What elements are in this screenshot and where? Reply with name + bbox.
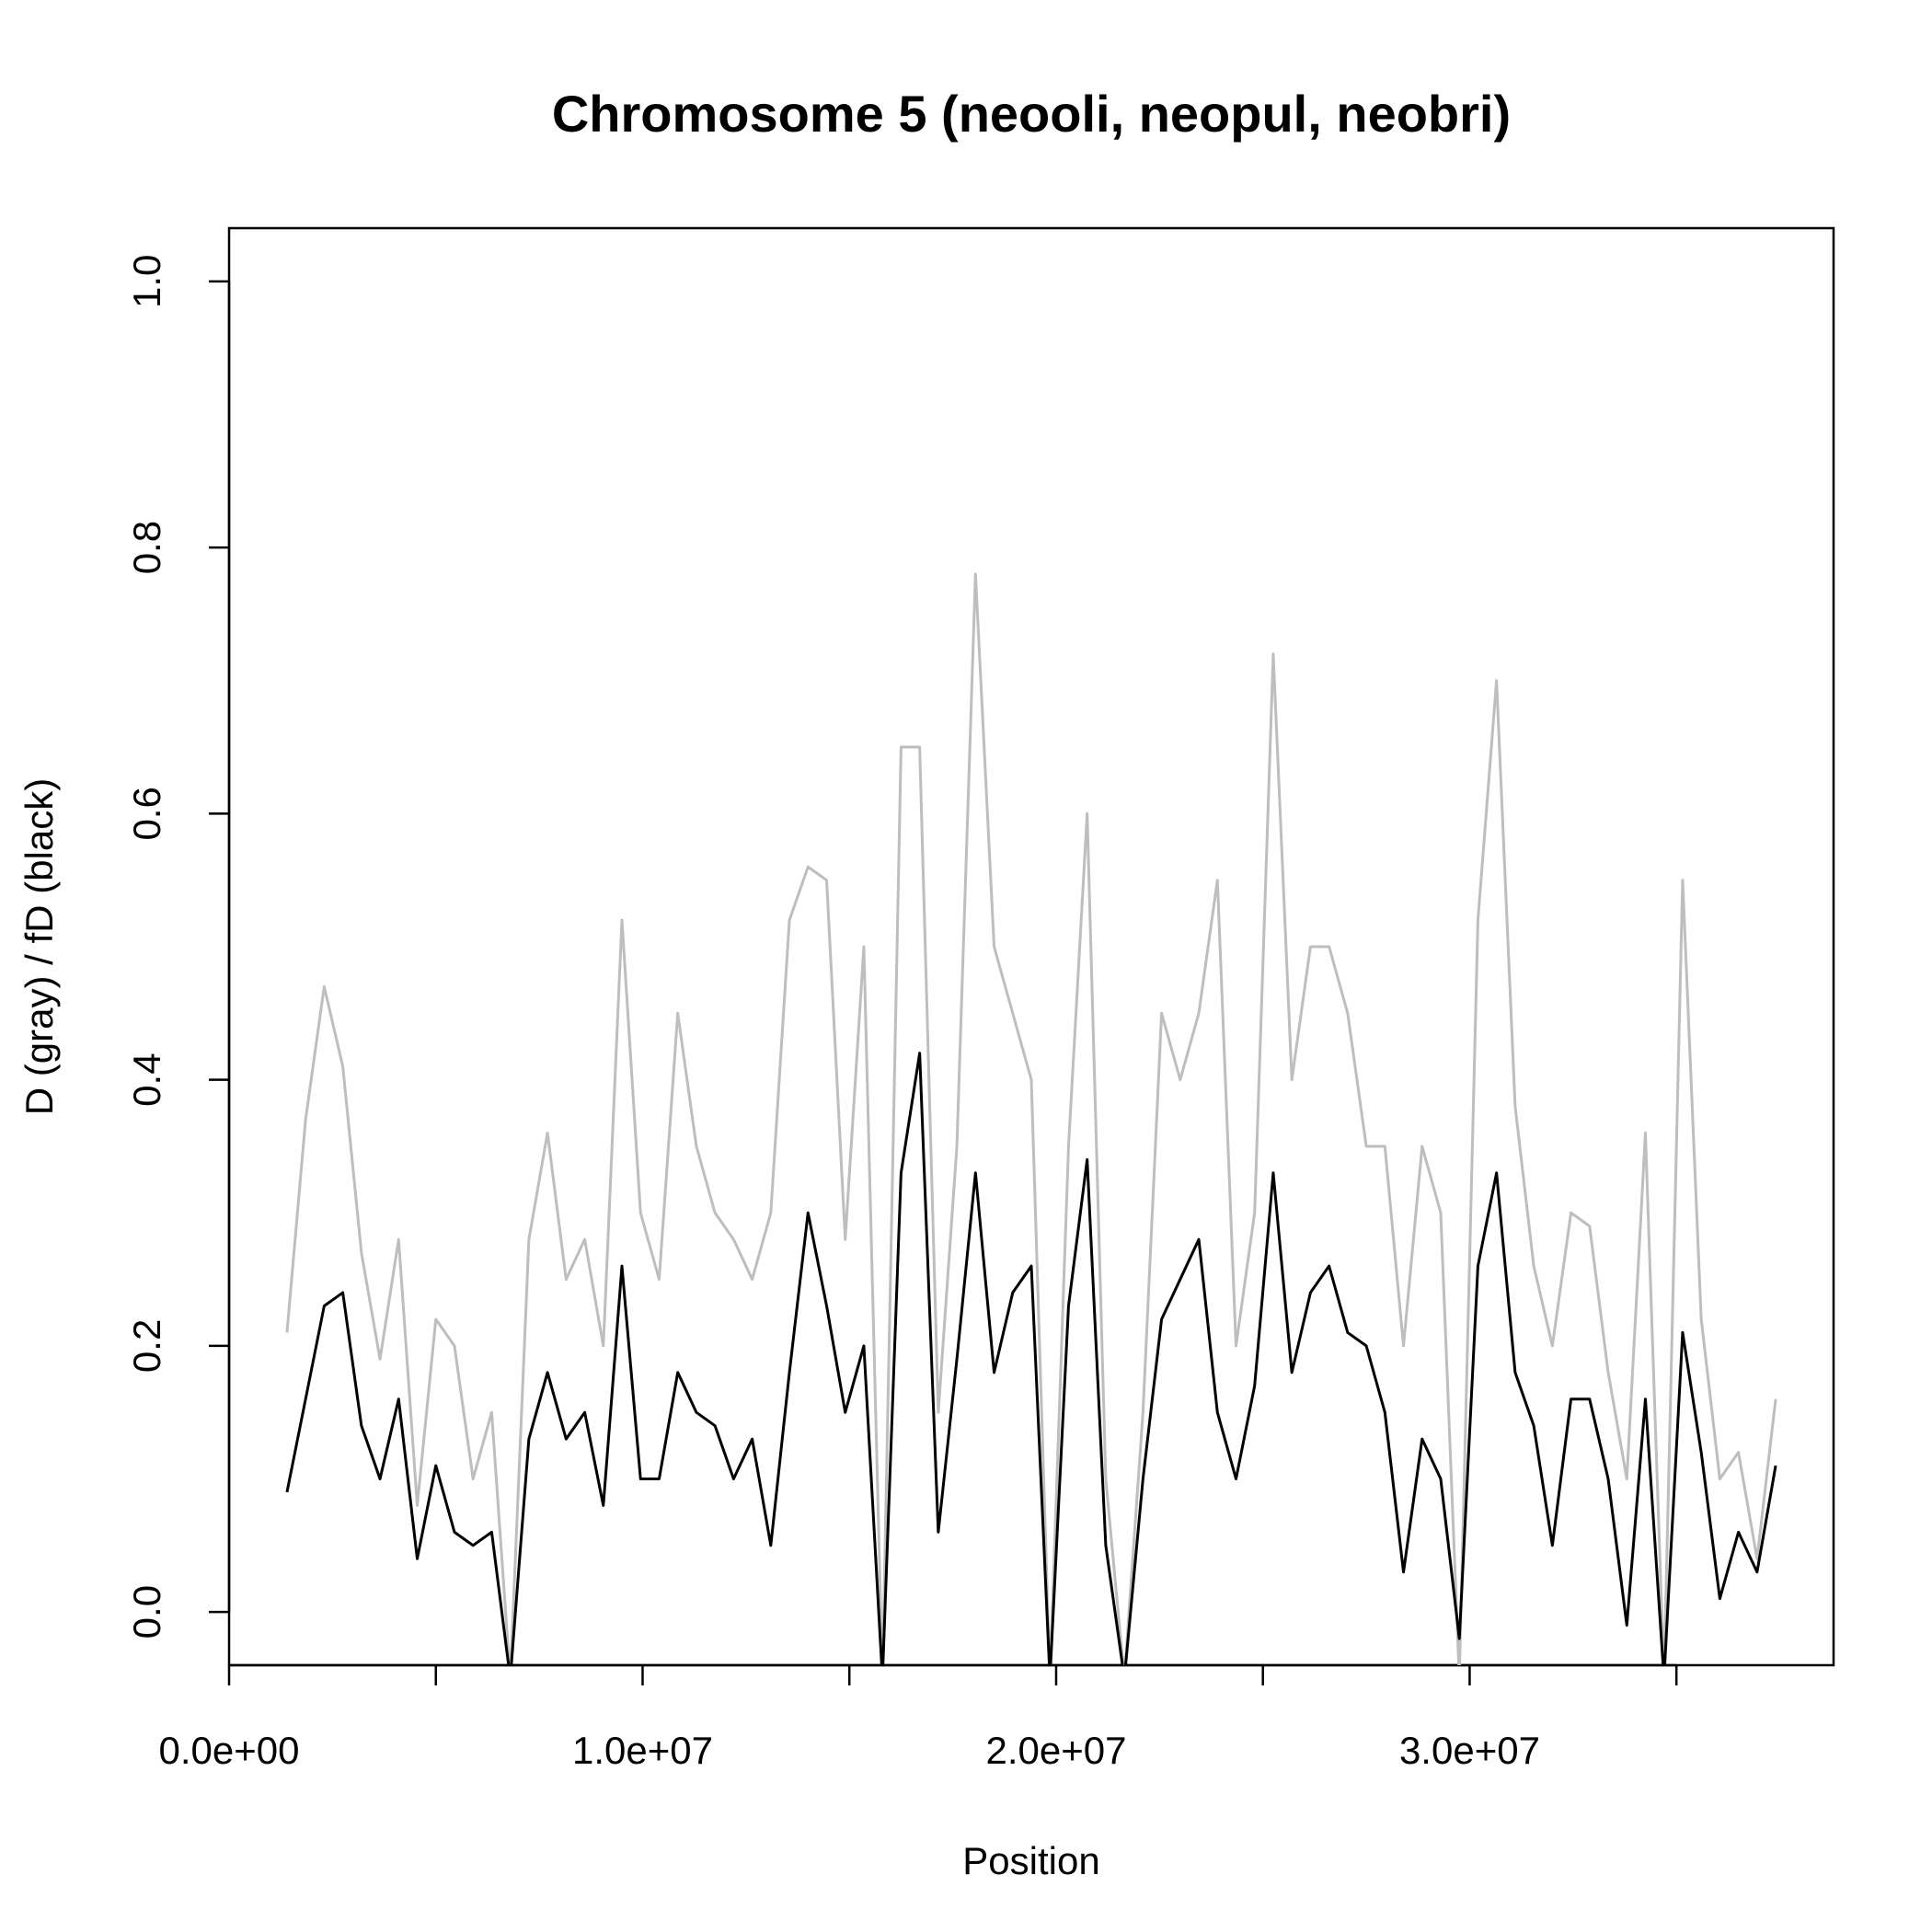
y-tick-label: 0.2 <box>125 1319 168 1373</box>
x-tick-label: 2.0e+07 <box>985 1729 1126 1772</box>
x-tick-label: 3.0e+07 <box>1399 1729 1540 1772</box>
chart-title: Chromosome 5 (neooli, neopul, neobri) <box>552 85 1511 143</box>
x-tick-label: 0.0e+00 <box>159 1729 300 1772</box>
y-tick-label: 0.0 <box>125 1585 168 1639</box>
series-line <box>285 572 1777 1665</box>
y-tick-label: 0.8 <box>125 521 168 574</box>
x-axis-label: Position <box>962 1839 1099 1882</box>
plot-area <box>285 572 1777 1665</box>
y-tick-label: 0.6 <box>125 787 168 840</box>
y-tick-label: 0.4 <box>125 1052 168 1106</box>
series-line <box>285 1052 1777 1665</box>
x-tick-label: 1.0e+07 <box>572 1729 713 1772</box>
y-tick-label: 1.0 <box>125 255 168 308</box>
y-axis-label: D (gray) / fD (black) <box>17 778 61 1115</box>
